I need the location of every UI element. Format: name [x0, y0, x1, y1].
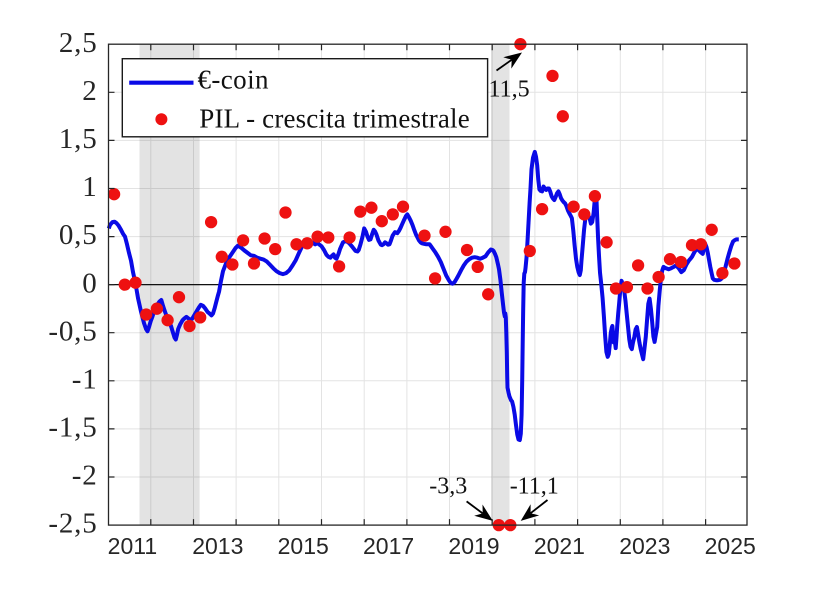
svg-text:-11,1: -11,1: [510, 473, 559, 499]
svg-text:2,5: 2,5: [59, 27, 98, 59]
svg-text:2025: 2025: [705, 533, 756, 559]
svg-text:€-coin: €-coin: [198, 64, 269, 94]
svg-text:2019: 2019: [448, 533, 499, 559]
svg-text:1,5: 1,5: [59, 123, 98, 155]
svg-text:PIL - crescita trimestrale: PIL - crescita trimestrale: [199, 103, 470, 133]
svg-text:-1,5: -1,5: [48, 412, 97, 444]
svg-text:-2,5: -2,5: [48, 508, 97, 540]
svg-text:1: 1: [82, 171, 97, 203]
svg-text:2023: 2023: [619, 533, 670, 559]
svg-text:0: 0: [82, 267, 97, 299]
svg-text:2017: 2017: [363, 533, 414, 559]
svg-text:-0,5: -0,5: [48, 315, 97, 347]
svg-text:-1: -1: [72, 363, 98, 395]
svg-text:2011: 2011: [108, 533, 157, 559]
svg-text:2021: 2021: [534, 533, 585, 559]
svg-text:0,5: 0,5: [59, 219, 98, 251]
svg-text:-3,3: -3,3: [429, 473, 467, 499]
svg-text:-2: -2: [72, 460, 98, 492]
svg-text:11,5: 11,5: [489, 77, 530, 103]
svg-text:2: 2: [82, 75, 97, 107]
svg-text:2015: 2015: [278, 533, 329, 559]
svg-text:2013: 2013: [192, 533, 243, 559]
